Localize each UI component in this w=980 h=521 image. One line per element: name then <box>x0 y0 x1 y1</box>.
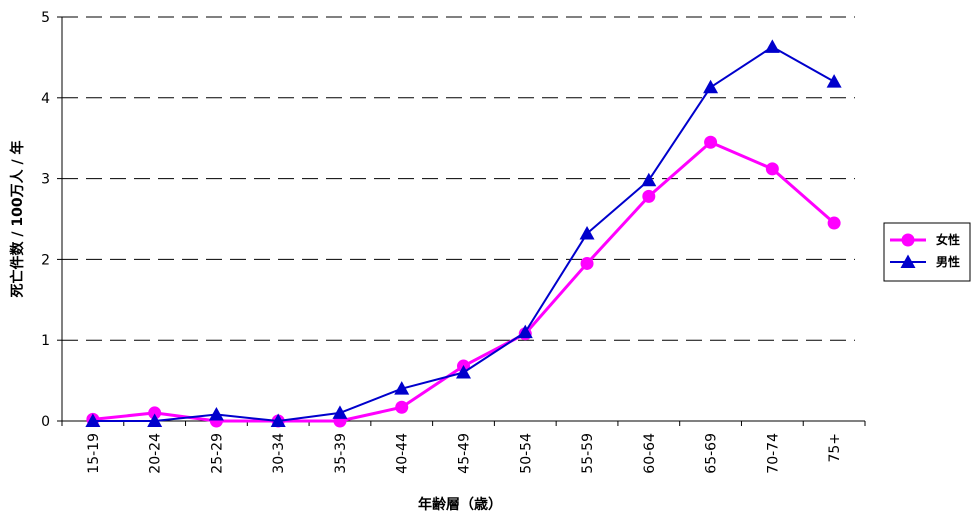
data-point <box>641 172 657 187</box>
data-point <box>826 74 842 88</box>
data-point <box>456 365 471 379</box>
data-point <box>85 413 101 427</box>
legend-item: 男性 <box>890 254 960 269</box>
series-line <box>92 140 836 423</box>
y-tick-label: 0 <box>41 414 50 430</box>
legend-marker <box>901 233 915 247</box>
y-tick-label: 2 <box>41 252 50 268</box>
y-axis-title: 死亡件数 / 100万人 / 年 <box>9 141 26 299</box>
axes <box>57 16 866 426</box>
x-tick-label: 50-54 <box>518 433 534 474</box>
data-point <box>579 226 595 240</box>
x-tick-label: 20-24 <box>148 433 164 474</box>
data-point <box>827 216 841 230</box>
x-tick-label: 30-34 <box>271 433 287 474</box>
gridlines <box>62 16 855 341</box>
x-tick-label: 55-59 <box>580 433 596 474</box>
data-point <box>704 135 718 149</box>
y-tick-label: 3 <box>41 172 50 188</box>
data-point <box>517 324 533 339</box>
data-series <box>85 39 842 428</box>
data-point <box>208 407 224 421</box>
data-point <box>394 381 410 395</box>
x-axis-title: 年齢層（歳） <box>418 496 502 513</box>
data-point <box>395 400 409 414</box>
data-point <box>642 189 656 203</box>
legend-label: 女性 <box>936 232 960 247</box>
x-tick-label: 15-19 <box>86 433 102 474</box>
data-point <box>270 413 286 427</box>
y-tick-labels: 0 1 2 3 4 5 <box>41 10 50 430</box>
x-tick-label: 45-49 <box>457 433 473 474</box>
legend-box <box>883 222 971 282</box>
data-point <box>765 162 779 176</box>
data-point <box>147 413 163 427</box>
x-tick-label: 25-29 <box>209 433 225 474</box>
y-tick-label: 1 <box>41 333 50 349</box>
x-tick-label: 75+ <box>827 433 843 463</box>
data-point <box>332 405 348 419</box>
data-point <box>148 406 162 420</box>
x-tick-label: 65-69 <box>704 433 720 474</box>
data-point <box>580 256 594 270</box>
x-tick-label: 40-44 <box>395 433 411 474</box>
legend-item: 女性 <box>890 232 960 247</box>
series-1 <box>85 39 842 427</box>
legend-marker <box>900 254 916 268</box>
data-point <box>764 39 780 53</box>
legend-label: 男性 <box>936 254 960 269</box>
x-tick-labels: 15-19 20-24 25-29 30-34 35-39 40-44 45-49 50-54… <box>86 433 843 474</box>
x-tick-label: 35-39 <box>333 433 349 474</box>
y-tick-label: 4 <box>41 91 50 107</box>
x-tick-label: 70-74 <box>765 433 781 474</box>
data-point <box>703 79 719 94</box>
x-tick-label: 60-64 <box>642 433 658 474</box>
y-tick-label: 5 <box>41 10 50 26</box>
series-0 <box>86 135 841 428</box>
